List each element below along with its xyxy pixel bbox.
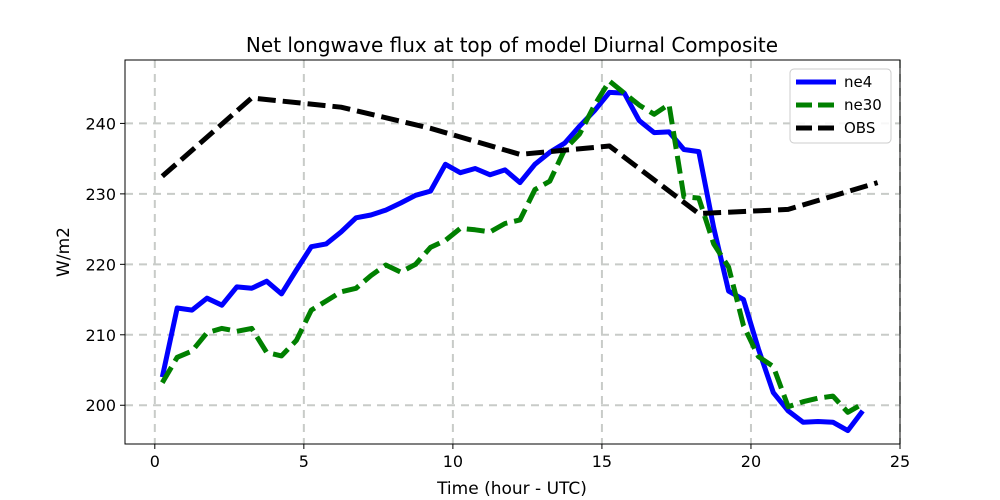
- legend: ne4 ne30 OBS: [789, 68, 892, 144]
- y-tick-label: 220: [85, 255, 116, 274]
- y-tick-label: 240: [85, 114, 116, 133]
- series-lines: [159, 78, 879, 434]
- y-tick-label: 230: [85, 185, 116, 204]
- axis-ticks: 0 5 10 15 20 25 200 210 220 230 240: [85, 114, 910, 471]
- series-line-ne4: [159, 89, 865, 434]
- x-tick-label: 15: [592, 452, 612, 471]
- legend-box: [789, 68, 892, 144]
- grid-lines: [125, 60, 901, 444]
- plot-frame: [124, 59, 901, 445]
- x-tick-label: 20: [741, 452, 761, 471]
- x-tick-label: 0: [150, 452, 160, 471]
- x-tick-label: 10: [443, 452, 463, 471]
- x-axis-label: Time (hour - UTC): [436, 479, 587, 499]
- series-line-ne30: [160, 78, 864, 415]
- series-line-obs: [160, 95, 879, 217]
- chart-title: Net longwave flux at top of model Diurna…: [246, 33, 778, 57]
- legend-label-ne30: ne30: [844, 96, 882, 114]
- y-axis-label: W/m2: [54, 227, 74, 277]
- x-tick-label: 5: [299, 452, 309, 471]
- legend-label-ne4: ne4: [844, 73, 872, 91]
- plot-area: [125, 60, 900, 444]
- y-tick-label: 200: [85, 396, 116, 415]
- x-tick-label: 25: [890, 452, 910, 471]
- y-tick-label: 210: [85, 326, 116, 345]
- legend-label-obs: OBS: [844, 119, 875, 137]
